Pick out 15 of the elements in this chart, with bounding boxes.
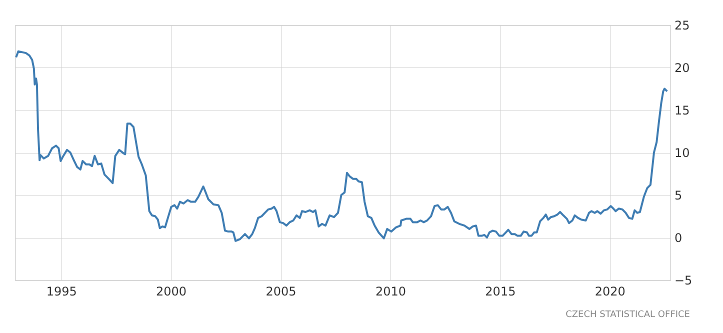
line-series [15, 50, 668, 242]
x-tick-label: 2005 [266, 284, 296, 298]
y-tick-label: 5 [674, 188, 682, 202]
text: CZECH STATISTICAL OFFICE [566, 310, 690, 320]
x-tick-label: 1995 [46, 284, 77, 298]
y-tick-label: 15 [674, 104, 690, 118]
y-tick-label: 10 [674, 146, 690, 160]
x-tick-label: 2015 [485, 284, 516, 298]
y-tick-label: 25 [674, 18, 690, 32]
y-tick-label: 0 [674, 231, 682, 245]
y-tick-label: −5 [674, 274, 692, 288]
x-tick-label: 2000 [156, 284, 187, 298]
x-tick-label: 2010 [375, 284, 406, 298]
x-tick-label: 2020 [594, 284, 626, 298]
y-tick-label: 20 [674, 61, 690, 75]
